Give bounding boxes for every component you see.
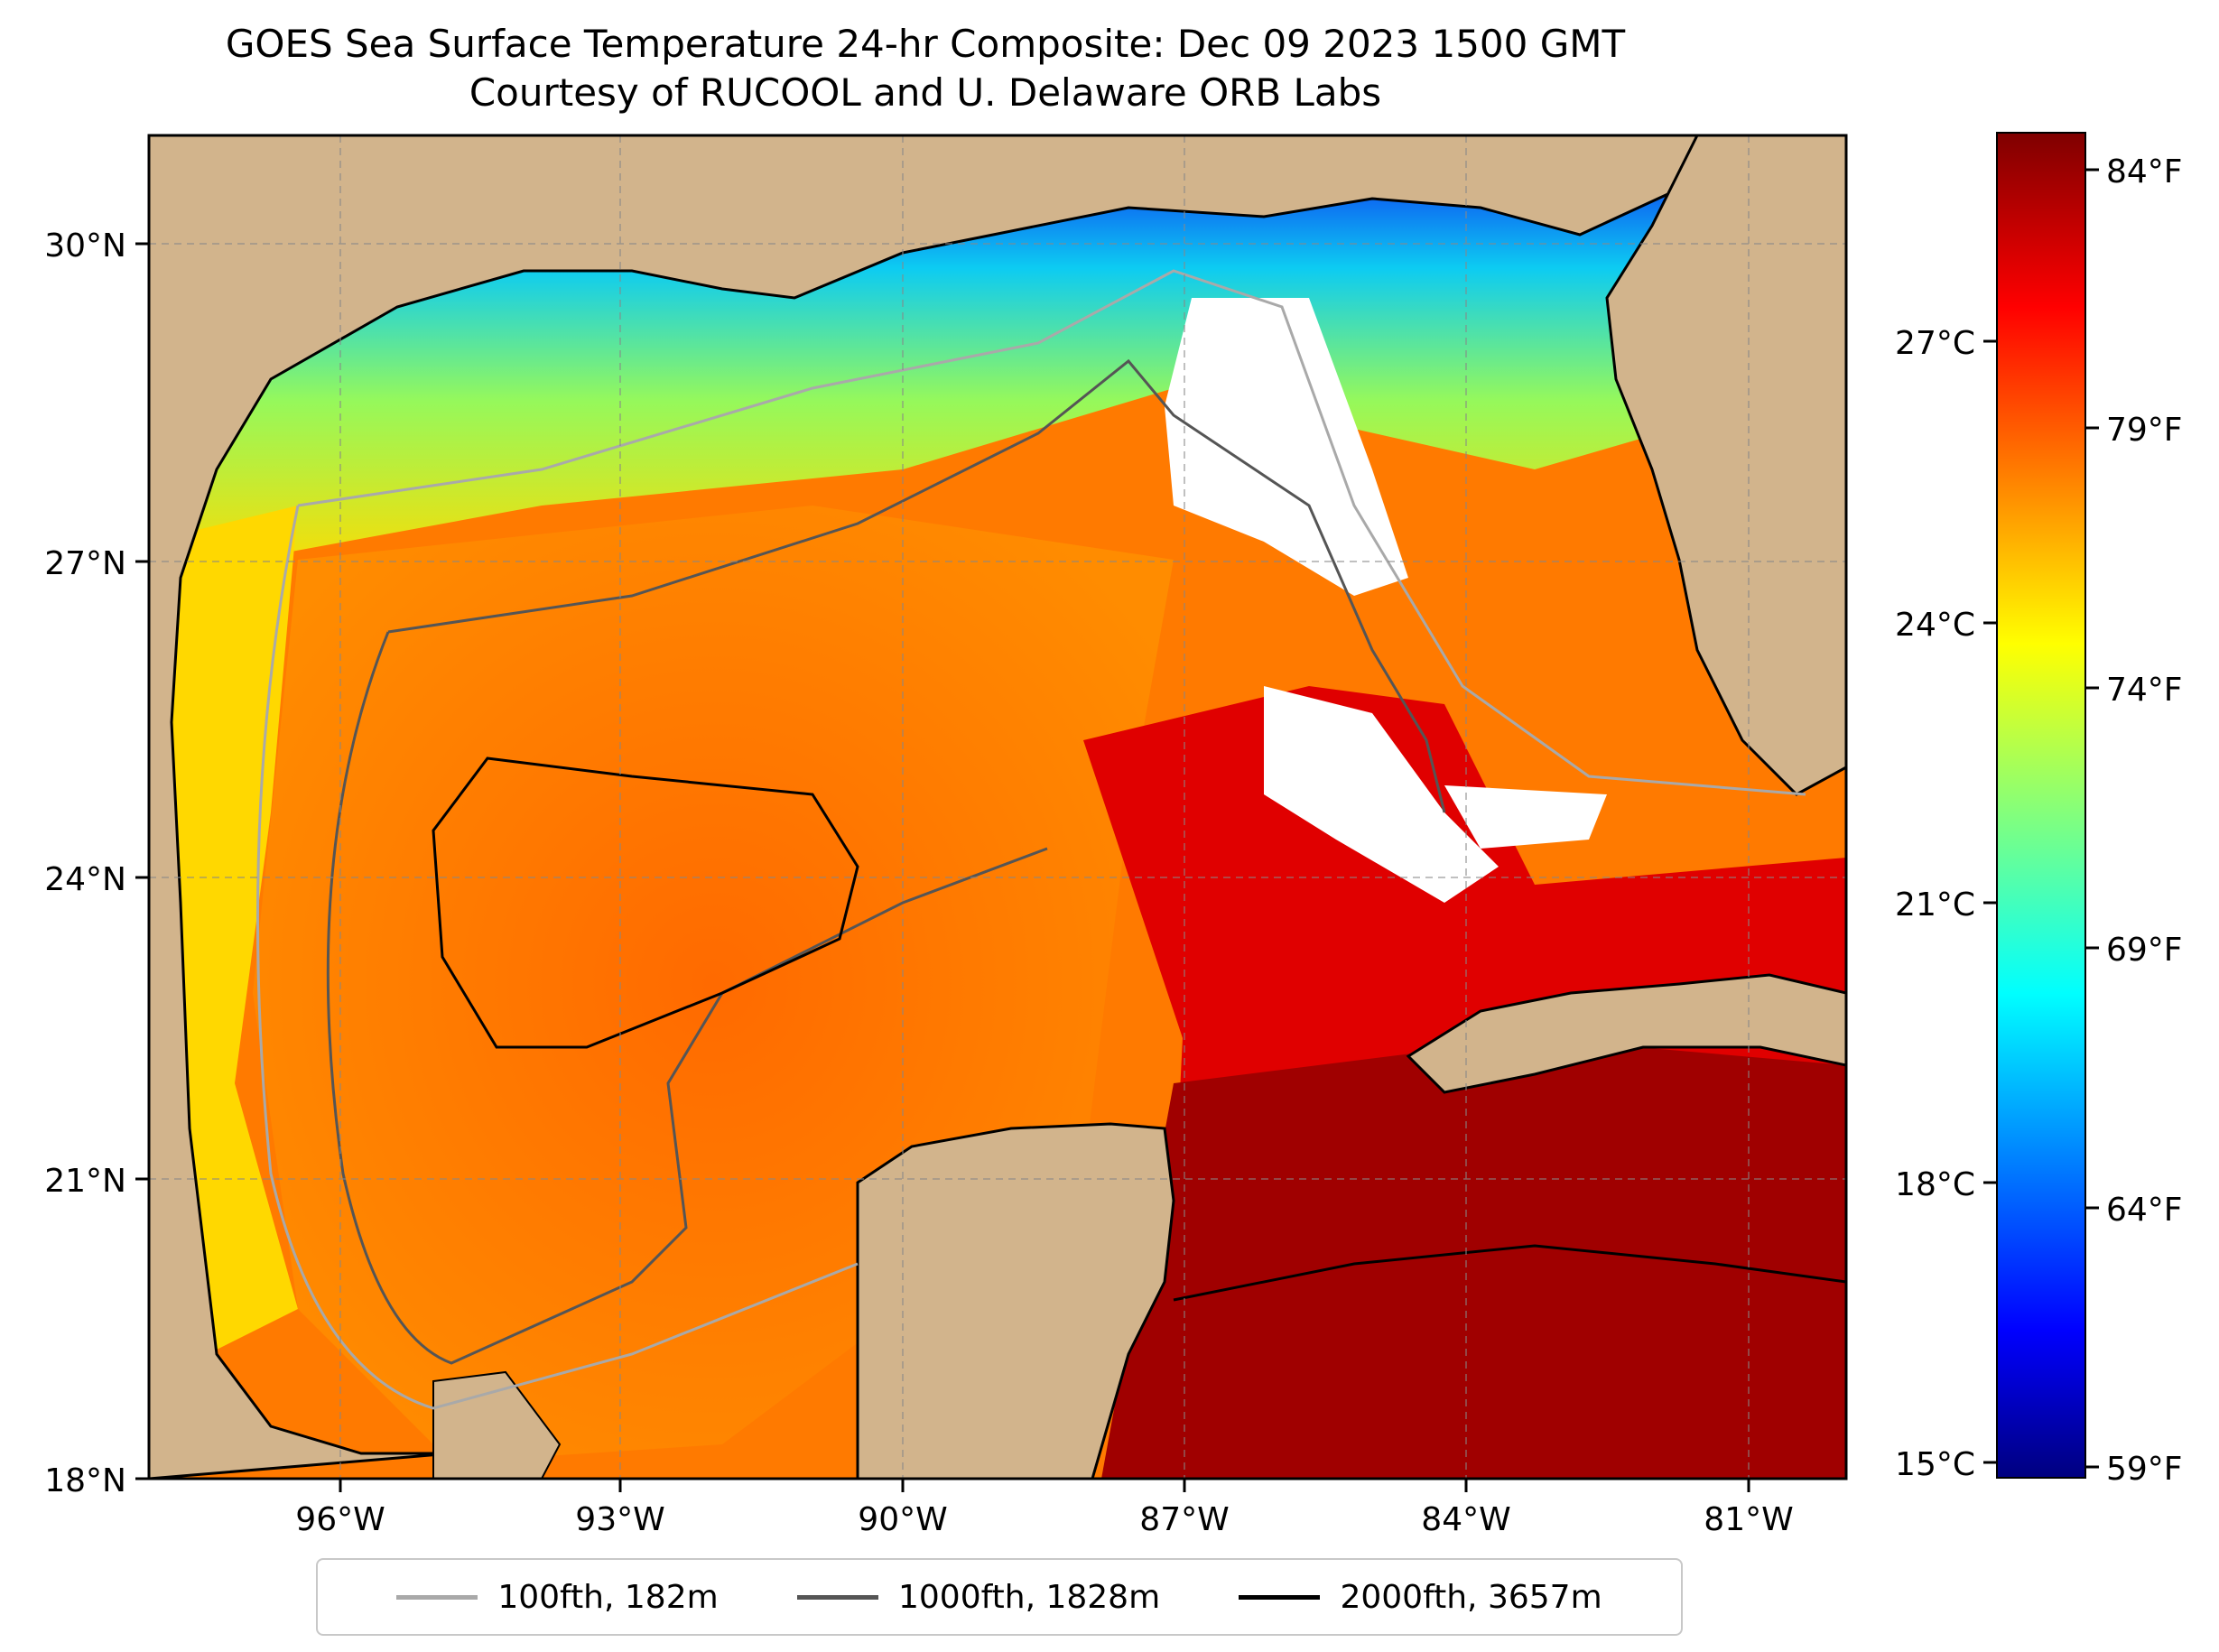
celsius-tick-label: 18°C — [1895, 1166, 1975, 1203]
lon-tick-label: 96°W — [295, 1501, 385, 1538]
fahrenheit-tick-label: 79°F — [2106, 412, 2183, 449]
caribbean-water — [1101, 1038, 1846, 1479]
cloud-gap-florida-straits — [1444, 785, 1607, 849]
map-area — [149, 135, 1846, 1479]
celsius-tick-label: 15°C — [1895, 1446, 1975, 1483]
lon-tick-label: 81°W — [1704, 1501, 1793, 1538]
lat-tick-label: 24°N — [44, 861, 126, 898]
contour-1000fth-west — [326, 631, 1048, 1365]
land-cuba — [1406, 973, 1846, 1094]
celsius-tick-label: 21°C — [1895, 886, 1975, 923]
map-title: GOES Sea Surface Temperature 24-hr Compo… — [225, 22, 1626, 66]
graticule — [149, 135, 1846, 1479]
celsius-tick-label: 24°C — [1895, 607, 1975, 644]
land-florida — [1605, 135, 1846, 796]
lat-tick-label: 21°N — [44, 1163, 126, 1200]
cloud-gap-east — [1165, 298, 1408, 596]
contour-1000fth — [387, 358, 1446, 813]
lon-tick-label: 93°W — [575, 1501, 664, 1538]
land-yucatan — [856, 1122, 1175, 1479]
legend-label: 2000fth, 3657m — [1340, 1578, 1602, 1616]
fahrenheit-tick-label: 69°F — [2106, 932, 2183, 969]
lat-tick-label: 18°N — [44, 1462, 126, 1499]
land-north-west — [149, 135, 1717, 1479]
colorbar — [1996, 132, 2086, 1479]
colorbar-fahrenheit-axis: 84°F 79°F 74°F 69°F 64°F 59°F — [2085, 153, 2183, 1488]
legend-item-1000fth: 1000fth, 1828m — [796, 1578, 1161, 1616]
legend-label: 1000fth, 1828m — [897, 1578, 1161, 1616]
contour-100fth — [297, 269, 1806, 796]
legend-line-100fth — [396, 1594, 478, 1600]
lon-tick-label: 84°W — [1421, 1501, 1510, 1538]
celsius-tick-label: 27°C — [1895, 325, 1975, 362]
legend-line-1000fth — [796, 1594, 878, 1600]
legend-item-100fth: 100fth, 182m — [396, 1578, 719, 1616]
lon-tick-label: 87°W — [1139, 1501, 1229, 1538]
contour-2000fth-sigsbee — [432, 756, 859, 1049]
legend-line-2000fth — [1239, 1594, 1321, 1600]
colorbar-celsius-axis: 27°C 24°C 21°C 18°C 15°C — [1895, 325, 1997, 1483]
lat-tick-label: 27°N — [44, 545, 126, 582]
bathymetry-legend: 100fth, 182m 1000fth, 1828m 2000fth, 365… — [316, 1558, 1683, 1636]
map-subtitle: Courtesy of RUCOOL and U. Delaware ORB L… — [469, 70, 1382, 115]
legend-item-2000fth: 2000fth, 3657m — [1239, 1579, 1602, 1616]
contour-2000fth-caribbean — [1173, 1244, 1846, 1302]
lat-axis: 30°N 27°N 24°N 21°N 18°N — [44, 227, 149, 1499]
cloud-gap-southeast — [1264, 686, 1499, 903]
legend-label: 100fth, 182m — [497, 1578, 719, 1616]
contour-100fth-west — [255, 505, 859, 1410]
lon-tick-label: 90°W — [858, 1501, 947, 1538]
lon-axis: 96°W 93°W 90°W 87°W 84°W 81°W — [295, 1479, 1794, 1538]
fahrenheit-tick-label: 64°F — [2106, 1192, 2183, 1229]
map-frame — [147, 134, 1848, 1480]
fahrenheit-tick-label: 84°F — [2106, 153, 2183, 190]
fahrenheit-tick-label: 74°F — [2106, 672, 2183, 709]
fahrenheit-tick-label: 59°F — [2106, 1451, 2183, 1488]
lat-tick-label: 30°N — [44, 227, 126, 265]
